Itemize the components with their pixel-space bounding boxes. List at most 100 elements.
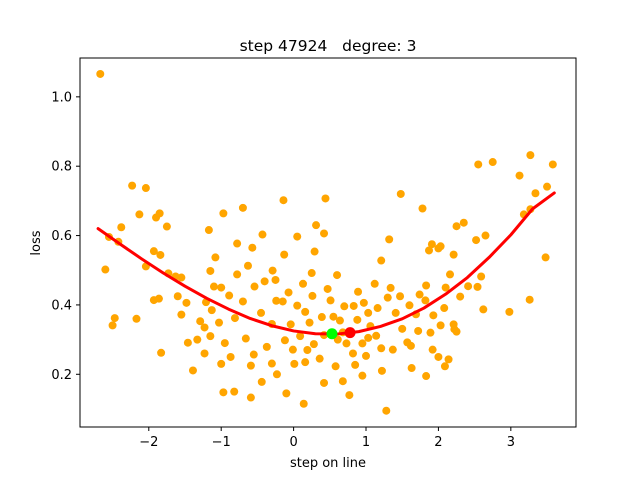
y-tick-label: 0.8 bbox=[51, 160, 72, 175]
data-point bbox=[531, 189, 540, 198]
data-point bbox=[206, 332, 215, 341]
data-point bbox=[204, 226, 213, 235]
fit-curve bbox=[96, 191, 556, 336]
data-point bbox=[329, 312, 338, 321]
data-point bbox=[403, 338, 412, 347]
data-point bbox=[293, 232, 302, 241]
data-point bbox=[526, 151, 535, 160]
data-point bbox=[233, 270, 242, 279]
data-point bbox=[315, 354, 324, 363]
data-point bbox=[209, 282, 218, 291]
data-point bbox=[149, 296, 158, 305]
data-point bbox=[436, 321, 445, 330]
data-point bbox=[543, 182, 552, 191]
data-point bbox=[377, 256, 386, 265]
data-point bbox=[426, 328, 435, 337]
data-point bbox=[162, 222, 171, 231]
data-point bbox=[108, 321, 117, 330]
x-tick-label: 0 bbox=[289, 435, 297, 450]
data-point bbox=[196, 317, 205, 326]
data-point bbox=[243, 261, 252, 270]
data-point bbox=[135, 210, 144, 219]
x-axis-ticks: −2 −1 0 1 2 3 bbox=[139, 427, 515, 450]
data-point bbox=[436, 242, 445, 251]
data-point bbox=[278, 297, 287, 306]
data-point bbox=[525, 295, 534, 304]
x-tick-label: −2 bbox=[139, 435, 158, 450]
data-point bbox=[335, 316, 344, 325]
data-point bbox=[422, 281, 431, 290]
data-point bbox=[333, 271, 342, 280]
data-point bbox=[268, 266, 277, 275]
data-point bbox=[225, 291, 234, 300]
data-point bbox=[282, 389, 291, 398]
data-point bbox=[177, 273, 186, 282]
data-point bbox=[258, 230, 267, 239]
data-point bbox=[211, 253, 220, 262]
data-point bbox=[246, 361, 255, 370]
data-point bbox=[96, 69, 105, 78]
data-point bbox=[331, 362, 340, 371]
data-point bbox=[217, 283, 226, 292]
data-point bbox=[382, 406, 391, 415]
data-point bbox=[280, 250, 289, 259]
data-point bbox=[284, 288, 293, 297]
data-point bbox=[310, 247, 319, 256]
data-point bbox=[456, 292, 465, 301]
data-point bbox=[541, 253, 550, 262]
data-point bbox=[226, 352, 235, 361]
data-point bbox=[307, 269, 316, 278]
data-point bbox=[257, 377, 266, 386]
y-axis-label: loss bbox=[29, 230, 44, 255]
data-point bbox=[440, 304, 449, 313]
x-tick-label: 3 bbox=[507, 435, 515, 450]
data-point bbox=[206, 266, 215, 275]
data-point bbox=[267, 359, 276, 368]
data-point bbox=[459, 218, 468, 227]
data-point bbox=[358, 339, 367, 348]
data-point bbox=[230, 387, 239, 396]
data-point bbox=[434, 352, 443, 361]
data-point bbox=[472, 236, 481, 245]
data-point bbox=[317, 313, 326, 322]
data-point bbox=[449, 250, 458, 259]
data-point bbox=[396, 292, 405, 301]
data-point bbox=[215, 318, 224, 327]
data-point bbox=[177, 310, 186, 319]
data-point bbox=[238, 203, 247, 212]
data-point bbox=[257, 308, 266, 317]
data-point bbox=[250, 282, 259, 291]
data-point bbox=[427, 240, 436, 249]
data-point bbox=[220, 339, 229, 348]
data-point bbox=[155, 209, 164, 218]
data-point bbox=[312, 221, 321, 230]
y-tick-label: 1.0 bbox=[51, 90, 72, 105]
data-point bbox=[370, 279, 379, 288]
data-point bbox=[515, 171, 524, 180]
data-point bbox=[117, 223, 126, 232]
data-point bbox=[349, 301, 358, 310]
data-point bbox=[377, 344, 386, 353]
data-point bbox=[354, 287, 363, 296]
data-point bbox=[326, 296, 335, 305]
data-point bbox=[238, 297, 247, 306]
data-point bbox=[479, 305, 488, 314]
x-tick-label: −1 bbox=[212, 435, 231, 450]
data-point bbox=[474, 160, 483, 169]
data-point bbox=[303, 346, 312, 355]
data-point bbox=[446, 270, 455, 279]
data-point bbox=[128, 181, 137, 190]
data-point bbox=[385, 235, 394, 244]
data-point bbox=[452, 222, 461, 231]
data-point bbox=[288, 345, 297, 354]
data-point bbox=[477, 272, 486, 281]
data-point bbox=[414, 326, 423, 335]
data-point bbox=[548, 160, 557, 169]
data-point bbox=[149, 247, 158, 256]
data-point bbox=[280, 336, 289, 345]
data-point bbox=[301, 307, 310, 316]
data-point bbox=[246, 393, 255, 402]
data-point bbox=[362, 351, 371, 360]
y-tick-label: 0.4 bbox=[51, 298, 72, 313]
